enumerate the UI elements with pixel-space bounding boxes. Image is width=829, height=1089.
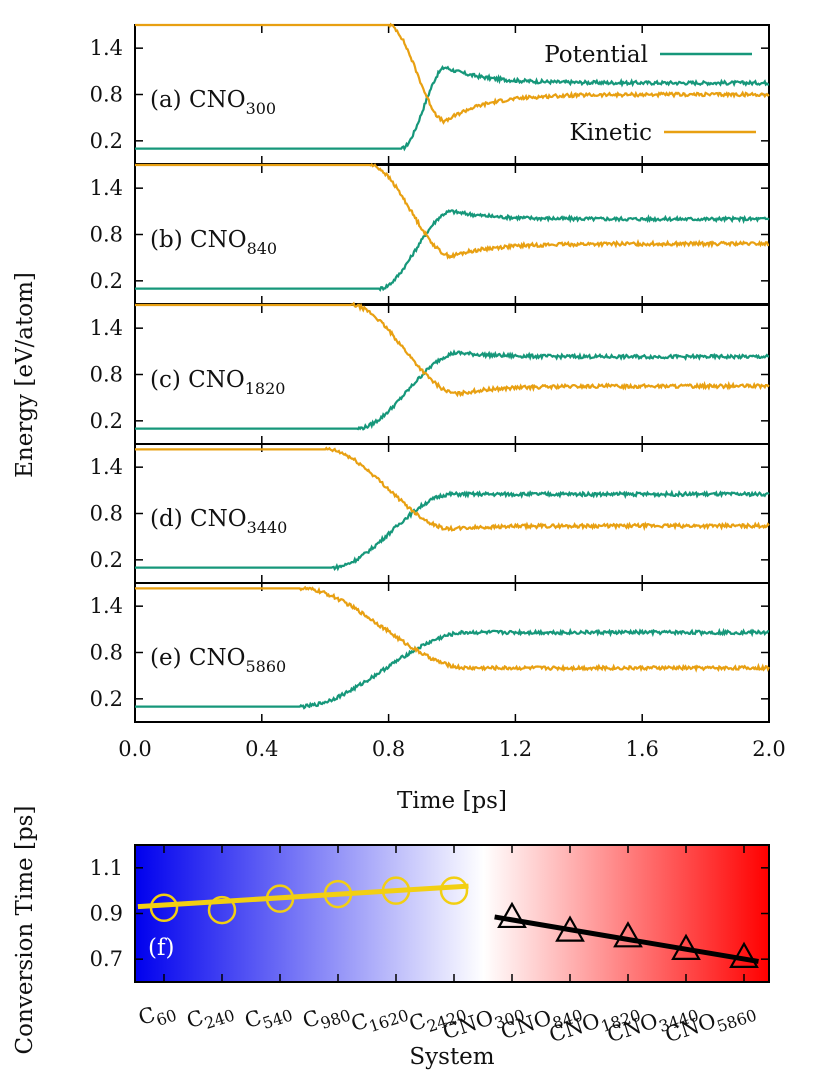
legend-potential-label: Potential [544, 42, 648, 68]
y-tick-label: 0.2 [90, 269, 123, 293]
x-tick-label-subscript: 60 [154, 1005, 179, 1029]
panel-label: (a) CNO300 [150, 87, 276, 118]
system-x-axis-label: System [409, 1044, 494, 1070]
series-line-kinetic [135, 22, 770, 125]
x-tick-label: 1.2 [499, 737, 532, 761]
panel-label: (d) CNO3440 [150, 506, 287, 537]
y-tick-label: 0.8 [90, 502, 123, 526]
x-tick-label: C980 [300, 996, 353, 1038]
x-tick-label: C240 [184, 996, 237, 1038]
panel-label-text: (d) CNO [150, 506, 247, 532]
data-point-triangle [613, 921, 643, 948]
data-point-triangle [497, 901, 527, 929]
x-tick-label: 0.4 [245, 737, 278, 761]
panel-label: (c) CNO1820 [150, 367, 285, 398]
panel-label-subscript: 3440 [247, 518, 288, 537]
y-tick-label: 0.2 [90, 129, 123, 153]
energy-panel-b: 0.2 0.8 1.4 (b) CNO840 [90, 162, 770, 305]
panel-label-text: (e) CNO [150, 645, 245, 671]
series-line-potential [135, 65, 770, 152]
x-tick-label: 2.0 [752, 737, 785, 761]
y-tick-label: 1.4 [90, 176, 123, 200]
panel-label-text: (a) CNO [150, 87, 246, 113]
x-tick-label: CNO5860 [662, 996, 759, 1052]
data-point-triangle [671, 933, 701, 960]
y-tick-label: 0.2 [90, 687, 123, 711]
energy-panel-d: 0.2 0.8 1.4 (d) CNO3440 [90, 443, 770, 584]
y-tick-label: 1.1 [90, 856, 123, 880]
fit-line-cno [494, 914, 759, 964]
data-point-circle [149, 893, 179, 923]
conversion-time-panel: Conversion Time [ps] System (f) 0.7 0.9 1.… [12, 806, 770, 1070]
series-line-kinetic [135, 162, 769, 260]
data-point-circle [323, 879, 353, 909]
panel-label-subscript: 1820 [245, 379, 286, 398]
series-line-potential [135, 489, 770, 572]
fit-line-carbon [137, 883, 469, 910]
data-point-triangle [729, 941, 759, 968]
x-tick-label-subscript: 1620 [366, 1005, 411, 1036]
x-tick-label-base: C [348, 1009, 371, 1037]
y-tick-label: 1.4 [90, 36, 123, 60]
energy-panel-a: 0.2 0.8 1.4 (a) CNO300 [90, 22, 770, 165]
x-tick-label-base: C [135, 1002, 158, 1030]
panel-label-subscript: 300 [246, 99, 277, 118]
energy-panel-c: 0.2 0.8 1.4 (c) CNO1820 [90, 301, 770, 445]
series-line-potential [135, 349, 770, 431]
panel-label: (e) CNO5860 [150, 645, 286, 676]
x-tick-label: C1620 [348, 996, 411, 1041]
x-tick-label-subscript: 540 [260, 1005, 295, 1033]
panel-label: (b) CNO840 [150, 227, 277, 258]
x-tick-label: 0.0 [118, 737, 151, 761]
x-tick-label-subscript: 980 [318, 1005, 353, 1033]
x-tick-label: 0.8 [372, 737, 405, 761]
conversion-time-y-axis-label: Conversion Time [ps] [12, 806, 38, 1055]
data-point-circle [381, 876, 411, 905]
y-tick-label: 1.4 [90, 316, 123, 340]
series-line-potential [135, 208, 770, 292]
data-point-circle [207, 895, 237, 925]
x-tick-label: 1.6 [625, 737, 658, 761]
series-line-potential [135, 627, 770, 710]
series-line-kinetic [135, 446, 770, 532]
y-tick-label: 0.8 [90, 641, 123, 665]
x-tick-label-base: C [300, 1005, 323, 1033]
y-tick-label: 0.9 [90, 902, 123, 926]
x-tick-label-subscript: 240 [202, 1005, 237, 1033]
x-tick-label: C540 [242, 996, 295, 1038]
x-tick-label-subscript: 5860 [714, 1005, 759, 1036]
x-tick-label-base: C [406, 1009, 429, 1037]
data-point-circle [439, 876, 469, 905]
energy-y-axis-label: Energy [eV/atom] [12, 272, 38, 478]
data-point-circle [265, 884, 295, 913]
panel-label-text: (b) CNO [150, 227, 247, 253]
x-tick-label-base: C [242, 1005, 265, 1033]
x-tick-label-base: C [184, 1005, 207, 1033]
panel-label-f: (f) [148, 935, 174, 961]
series-line-kinetic [135, 301, 770, 398]
legend-kinetic-label: Kinetic [570, 120, 652, 146]
y-tick-label: 0.7 [90, 947, 123, 971]
panel-label-subscript: 840 [247, 239, 278, 258]
data-point-triangle [555, 915, 585, 942]
y-tick-label: 0.8 [90, 223, 123, 247]
energy-panel-e: 0.2 0.8 1.4 0.0 0.4 0.8 1.2 1.6 2.0 (e) CNO5860 [90, 582, 786, 761]
panel-label-subscript: 5860 [245, 657, 286, 676]
y-tick-label: 1.4 [90, 594, 123, 618]
y-tick-label: 0.8 [90, 83, 123, 107]
y-tick-label: 1.4 [90, 455, 123, 479]
conversion-time-background [135, 845, 769, 982]
time-x-axis-label: Time [ps] [397, 788, 507, 814]
y-tick-label: 0.8 [90, 363, 123, 387]
panel-label-text: (c) CNO [150, 367, 245, 393]
y-tick-label: 0.2 [90, 548, 123, 572]
y-tick-label: 0.2 [90, 409, 123, 433]
legend: Potential Kinetic [544, 42, 756, 146]
x-tick-label: C60 [135, 996, 179, 1035]
series-line-kinetic [135, 585, 770, 673]
